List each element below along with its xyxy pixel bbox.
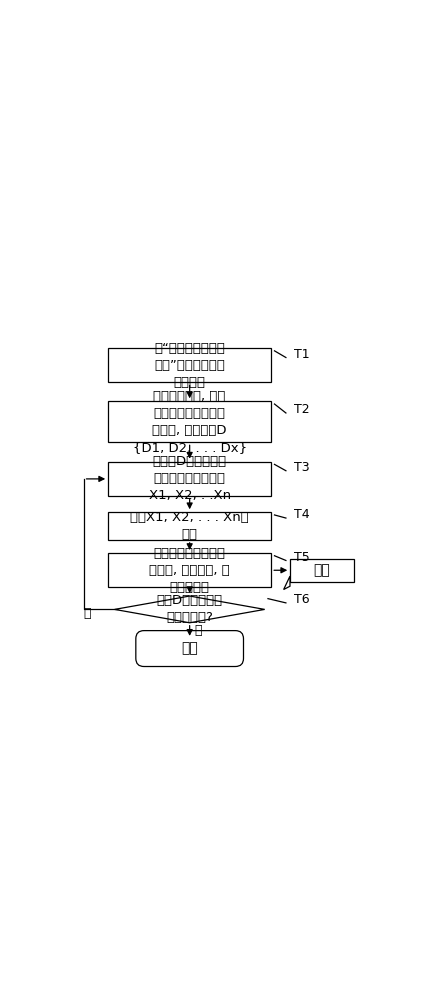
Text: T2: T2 [294,403,310,416]
Text: T1: T1 [294,348,310,361]
Text: T3: T3 [294,461,310,474]
FancyBboxPatch shape [108,512,271,540]
FancyBboxPatch shape [108,401,271,442]
FancyBboxPatch shape [108,462,271,496]
FancyBboxPatch shape [290,559,354,582]
Text: T4: T4 [294,508,310,521]
Text: 根据分析目标, 提取
日志记录中所有不同
的取値, 组成集合D
{D1, D2, . . . Dx}: 根据分析目标, 提取 日志记录中所有不同 的取値, 组成集合D {D1, D2,… [133,390,247,454]
Text: 对集合D中的元素统
计其每天发生的次数
X1, X2, . .Xn: 对集合D中的元素统 计其每天发生的次数 X1, X2, . .Xn [149,455,231,502]
Text: T6: T6 [294,593,310,606]
Text: 集合D的元素是否
都处理完毕?: 集合D的元素是否 都处理完毕? [157,594,223,624]
Text: 否: 否 [83,607,91,620]
FancyBboxPatch shape [136,631,243,667]
FancyBboxPatch shape [108,348,271,382]
Text: 报警: 报警 [313,563,330,577]
Polygon shape [115,596,265,623]
Text: T5: T5 [294,551,310,564]
Text: 判断方差是否超过方
差阈値, 如果超过, 生
成报警记录: 判断方差是否超过方 差阈値, 如果超过, 生 成报警记录 [149,547,230,594]
Text: 计算X1, X2, . . . Xn的
方差: 计算X1, X2, . . . Xn的 方差 [130,511,249,541]
FancyBboxPatch shape [108,553,271,587]
Text: 结束: 结束 [181,642,198,656]
Text: 从“防火墙日志提取
流程”中获得结构化
日志记录: 从“防火墙日志提取 流程”中获得结构化 日志记录 [154,342,225,389]
Polygon shape [284,576,290,590]
Text: 是: 是 [195,624,202,637]
